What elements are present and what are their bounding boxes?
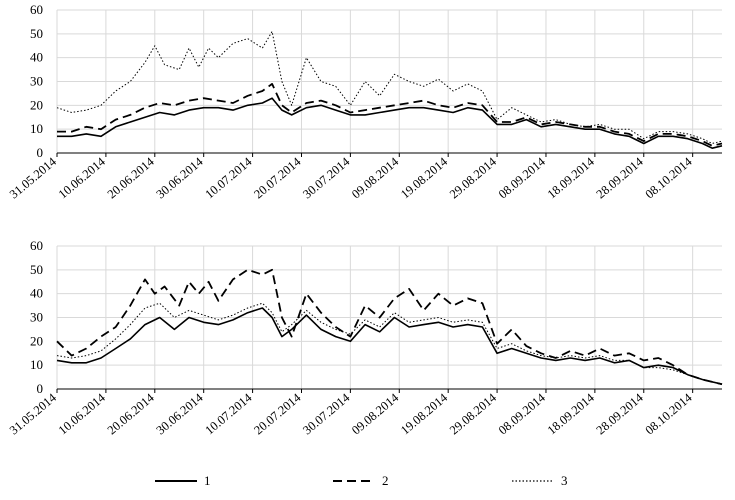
top-chart-panel: 0 10 20 30 40 50 60 31.05.201410.06.201420.06.2… xyxy=(7,2,723,201)
y-tick-label: 60 xyxy=(30,238,43,253)
x-tick-label: 30.06.2014 xyxy=(154,390,207,437)
y-tick-label: 60 xyxy=(30,2,43,17)
series-line-3 xyxy=(56,302,723,385)
x-tick-label: 19.08.2014 xyxy=(398,390,451,437)
y-tick-label: 40 xyxy=(30,50,43,65)
x-tick-label: 30.07.2014 xyxy=(300,154,353,201)
x-tick-label: 30.06.2014 xyxy=(154,154,207,201)
x-tick-label: 29.08.2014 xyxy=(447,154,500,201)
x-tick-label: 28.09.2014 xyxy=(594,154,647,201)
x-tick-label: 18.09.2014 xyxy=(545,154,598,201)
y-tick-label: 30 xyxy=(30,310,43,325)
y-tick-label: 50 xyxy=(30,262,43,277)
x-tick-label: 08.09.2014 xyxy=(496,154,549,201)
legend-label-1: 1 xyxy=(204,473,211,488)
x-tick-label: 10.07.2014 xyxy=(202,390,255,437)
legend-label-2: 2 xyxy=(382,473,389,488)
x-tick-label: 30.07.2014 xyxy=(300,390,353,437)
x-tick-label: 10.06.2014 xyxy=(56,154,109,201)
y-tick-label: 0 xyxy=(37,145,44,160)
x-tick-label: 10.07.2014 xyxy=(202,154,255,201)
x-tick-label: 29.08.2014 xyxy=(447,390,500,437)
x-tick-label: 08.10.2014 xyxy=(643,154,696,201)
y-tick-label: 0 xyxy=(37,381,44,396)
series-line-1 xyxy=(57,97,723,149)
series-line-1 xyxy=(56,307,723,385)
y-tick-label: 40 xyxy=(30,286,43,301)
legend-label-3: 3 xyxy=(561,473,568,488)
y-tick-label: 30 xyxy=(30,74,43,89)
x-tick-label: 31.05.2014 xyxy=(7,390,60,437)
series-line-2 xyxy=(56,268,723,386)
x-tick-label: 20.07.2014 xyxy=(251,390,304,437)
x-tick-label: 28.09.2014 xyxy=(594,390,647,437)
series-line-3 xyxy=(56,31,723,144)
y-tick-label: 50 xyxy=(30,26,43,41)
bottom-chart-panel: 0 10 20 30 40 50 60 31.05.201410.06.201420.06.2… xyxy=(7,238,723,437)
x-tick-label: 09.08.2014 xyxy=(349,390,402,437)
y-tick-label: 20 xyxy=(30,333,43,348)
x-tick-label: 08.10.2014 xyxy=(643,390,696,437)
y-tick-label: 10 xyxy=(30,121,43,136)
x-tick-label: 20.06.2014 xyxy=(105,154,158,201)
x-tick-label: 20.07.2014 xyxy=(251,154,304,201)
x-tick-label: 09.08.2014 xyxy=(349,154,402,201)
x-tick-label: 10.06.2014 xyxy=(56,390,109,437)
y-tick-label: 10 xyxy=(30,357,43,372)
x-tick-label: 18.09.2014 xyxy=(545,390,598,437)
series-line-2 xyxy=(57,83,723,147)
x-tick-label: 08.09.2014 xyxy=(496,390,549,437)
x-tick-label: 19.08.2014 xyxy=(398,154,451,201)
y-tick-label: 20 xyxy=(30,97,43,112)
legend: 1 2 3 xyxy=(155,473,568,488)
x-tick-label: 20.06.2014 xyxy=(105,390,158,437)
x-tick-label: 31.05.2014 xyxy=(7,154,60,201)
